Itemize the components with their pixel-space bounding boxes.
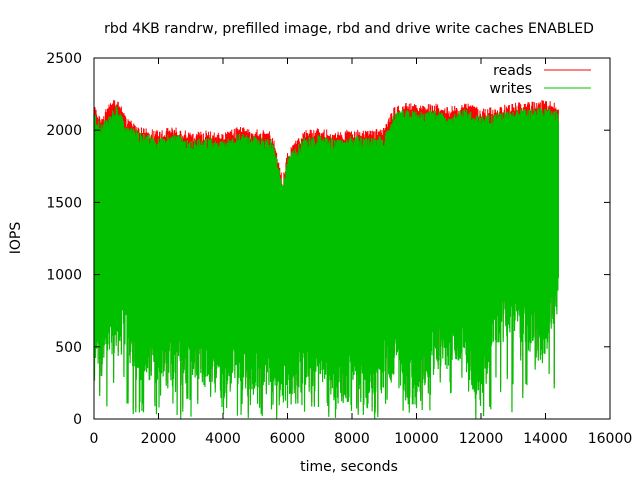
x-tick-label: 10000 [394, 431, 439, 447]
y-tick-label: 2500 [46, 51, 82, 67]
x-tick-label: 12000 [459, 431, 504, 447]
y-tick-label: 1500 [46, 195, 82, 211]
x-tick-label: 2000 [141, 431, 177, 447]
x-tick-label: 6000 [270, 431, 306, 447]
legend: reads writes [490, 63, 591, 97]
x-tick-label: 4000 [205, 431, 241, 447]
x-tick-label: 16000 [588, 431, 633, 447]
legend-label-writes: writes [490, 81, 533, 97]
x-axis: 0 2000 4000 6000 8000 10000 12000 14000 16000 [90, 58, 633, 447]
chart-title: rbd 4KB randrw, prefilled image, rbd and… [104, 21, 594, 37]
x-tick-label: 8000 [334, 431, 370, 447]
y-tick-label: 500 [55, 340, 82, 356]
y-axis-label: IOPS [8, 222, 24, 255]
x-tick-label: 0 [90, 431, 99, 447]
series-line-writes [93, 106, 559, 419]
y-axis: 0 500 1000 1500 2000 2500 [46, 51, 610, 428]
legend-label-reads: reads [493, 63, 532, 79]
y-tick-label: 1000 [46, 268, 82, 284]
plot-data [93, 100, 559, 419]
x-axis-label: time, seconds [300, 459, 398, 475]
y-tick-label: 2000 [46, 123, 82, 139]
y-tick-label: 0 [73, 412, 82, 428]
x-tick-label: 14000 [523, 431, 568, 447]
